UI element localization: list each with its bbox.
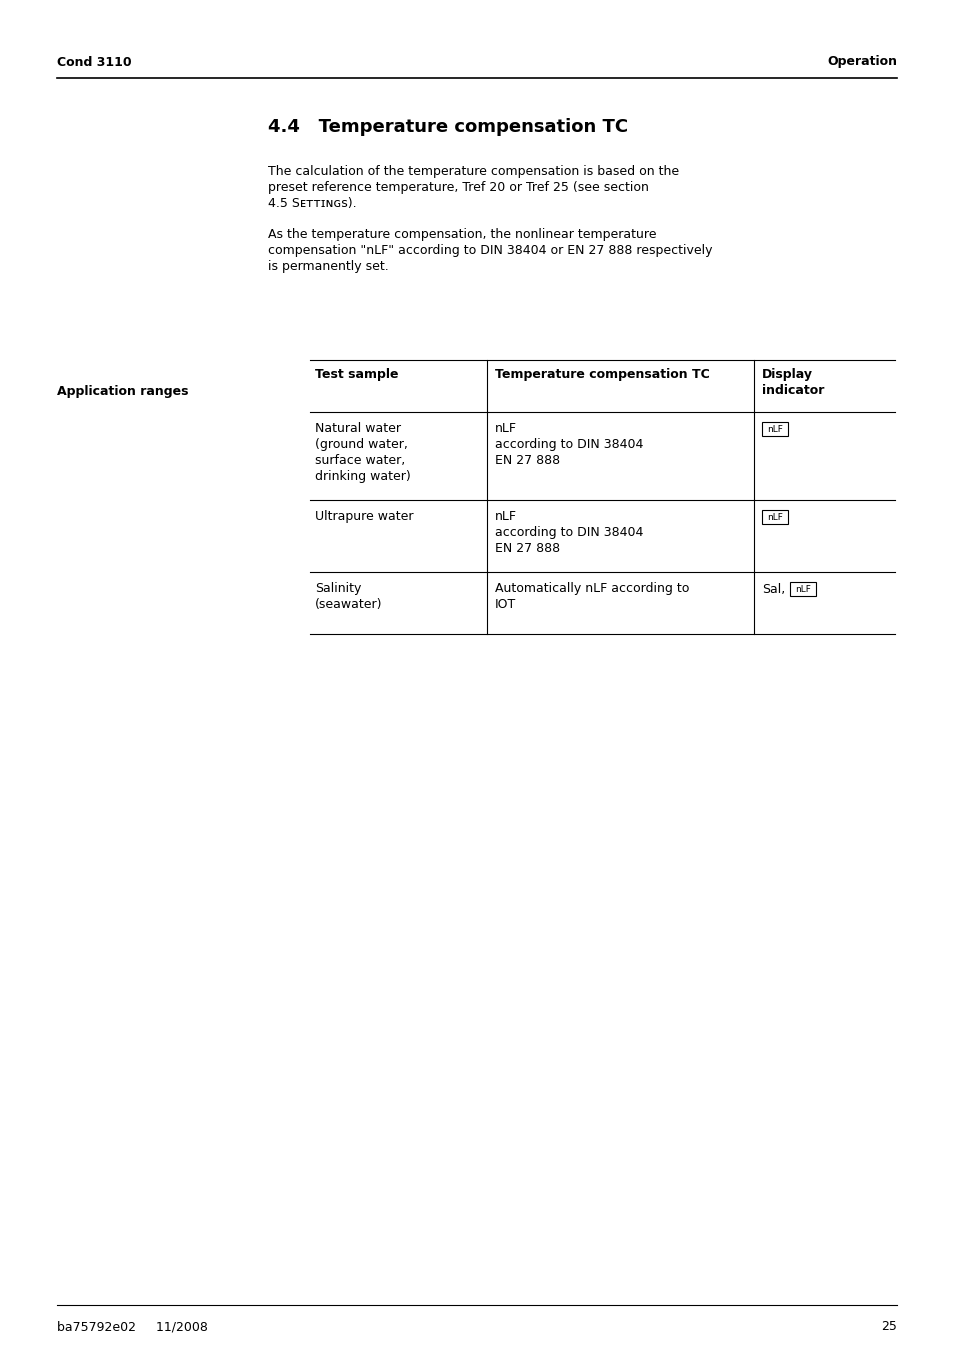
Text: Display
indicator: Display indicator [761,367,823,397]
Text: nLF: nLF [794,585,810,593]
Text: Sal,: Sal, [761,582,784,596]
Text: 4.4   Temperature compensation TC: 4.4 Temperature compensation TC [268,118,627,136]
Text: 4.5 Sᴇᴛᴛɪɴɢs).: 4.5 Sᴇᴛᴛɪɴɢs). [268,197,356,209]
Bar [789,582,815,596]
Text: As the temperature compensation, the nonlinear temperature: As the temperature compensation, the non… [268,228,656,240]
Text: nLF
according to DIN 38404
EN 27 888: nLF according to DIN 38404 EN 27 888 [495,509,642,555]
Text: 25: 25 [881,1320,896,1333]
Text: Test sample: Test sample [314,367,398,381]
Text: nLF: nLF [766,512,782,521]
Text: preset reference temperature, Tref 20 or Tref 25 (see section: preset reference temperature, Tref 20 or… [268,181,648,195]
Text: nLF: nLF [766,424,782,434]
Text: The calculation of the temperature compensation is based on the: The calculation of the temperature compe… [268,165,679,178]
Text: Application ranges: Application ranges [57,385,189,399]
Text: Salinity
(seawater): Salinity (seawater) [314,582,382,611]
Text: Natural water
(ground water,
surface water,
drinking water): Natural water (ground water, surface wat… [314,422,411,484]
Text: Automatically nLF according to
IOT: Automatically nLF according to IOT [495,582,689,611]
Text: nLF
according to DIN 38404
EN 27 888: nLF according to DIN 38404 EN 27 888 [495,422,642,467]
Text: Ultrapure water: Ultrapure water [314,509,413,523]
Text: ba75792e02     11/2008: ba75792e02 11/2008 [57,1320,208,1333]
Text: compensation "nLF" according to DIN 38404 or EN 27 888 respectively: compensation "nLF" according to DIN 3840… [268,245,712,257]
Bar [761,422,787,436]
Text: Temperature compensation TC: Temperature compensation TC [495,367,709,381]
Text: is permanently set.: is permanently set. [268,259,388,273]
Text: Cond 3110: Cond 3110 [57,55,132,69]
Text: Operation: Operation [826,55,896,69]
Bar [761,509,787,524]
